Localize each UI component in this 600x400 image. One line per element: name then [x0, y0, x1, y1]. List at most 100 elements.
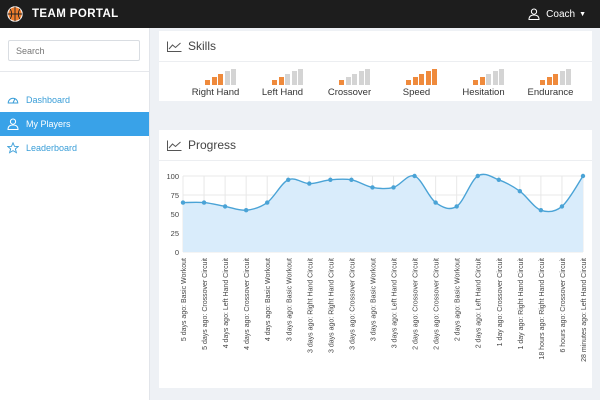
skill-level-bars [473, 69, 504, 85]
brand[interactable]: TEAM PORTAL [7, 6, 119, 22]
skills-title: Skills [188, 39, 217, 53]
sidebar-item-dashboard[interactable]: Dashboard [0, 88, 149, 112]
skill-left-hand: Left Hand [249, 69, 316, 98]
x-tick-label: 6 hours ago: Crossover Circuit [560, 258, 567, 353]
star-icon [7, 142, 19, 154]
search-input[interactable] [8, 40, 140, 61]
data-point [265, 200, 270, 205]
skill-bar-empty [499, 69, 504, 85]
data-point [580, 173, 586, 179]
skill-hesitation: Hesitation [450, 69, 517, 98]
y-tick-label: 25 [171, 229, 179, 238]
skill-bar-empty [492, 71, 498, 85]
data-point [328, 177, 333, 182]
skill-bar-empty [285, 74, 290, 85]
skill-bar-filled [479, 77, 485, 85]
sidebar-item-my-players[interactable]: My Players [0, 112, 149, 136]
skill-bar-empty [365, 69, 370, 85]
user-menu[interactable]: Coach ▼ [528, 0, 586, 28]
x-tick-label: 4 days ago: Basic Workout [265, 258, 272, 341]
progress-chart: 0 25 50 75 100 5 days ago: Basic Workout 5 day… [166, 172, 588, 362]
data-point [243, 208, 249, 213]
data-point [222, 204, 228, 209]
skill-bar-filled [412, 77, 418, 85]
skills-panel: Skills Right Hand Left Hand Crossover Sp… [159, 31, 592, 101]
x-tick-label: 4 days ago: Left Hand Circuit [223, 258, 230, 348]
skill-label: Left Hand [261, 87, 304, 98]
user-icon [7, 118, 19, 130]
x-tick-label: 3 days ago: Left Hand Circuit [392, 258, 399, 348]
user-icon [528, 8, 540, 20]
skill-level-bars [540, 69, 571, 85]
y-tick-label: 100 [166, 172, 179, 181]
skill-level-bars [339, 69, 370, 85]
x-tick-label: 3 days ago: Basic Workout [286, 258, 293, 341]
skill-bar-filled [211, 77, 217, 85]
x-tick-label: 5 days ago: Crossover Circuit [202, 258, 209, 350]
skill-bar-empty [486, 74, 491, 85]
skill-level-bars [406, 69, 437, 85]
sidebar: Dashboard My Players Leaderboard [0, 28, 150, 400]
skill-bar-filled [205, 80, 210, 85]
y-tick-label: 0 [175, 248, 179, 257]
skill-bar-filled [278, 77, 284, 85]
top-navbar: TEAM PORTAL Coach ▼ [0, 0, 600, 28]
skill-bar-filled [272, 80, 277, 85]
data-point [475, 173, 480, 179]
x-tick-label: 4 days ago: Crossover Circuit [244, 258, 251, 350]
skill-label: Right Hand [191, 87, 240, 98]
sidebar-item-leaderboard[interactable]: Leaderboard [0, 136, 149, 160]
caret-down-icon: ▼ [579, 10, 586, 18]
skill-bar-filled [540, 80, 545, 85]
skills-header: Skills [159, 31, 592, 62]
skill-bar-filled [432, 69, 437, 85]
skill-right-hand: Right Hand [182, 69, 249, 98]
skill-bar-empty [291, 71, 297, 85]
data-point [307, 181, 312, 186]
skill-crossover: Crossover [316, 69, 383, 98]
line-chart-icon [167, 140, 182, 151]
x-tick-label: 3 days ago: Right Hand Circuit [328, 258, 335, 353]
progress-header: Progress [159, 130, 592, 161]
x-tick-label: 1 day ago: Crossover Circuit [497, 258, 504, 346]
x-tick-label: 2 days ago: Left Hand Circuit [476, 258, 483, 348]
skill-level-bars [205, 69, 236, 85]
sidebar-nav: Dashboard My Players Leaderboard [0, 88, 149, 160]
skill-level-bars [272, 69, 303, 85]
sidebar-divider [0, 71, 149, 72]
x-tick-label: 18 hours ago: Right Hand Circuit [539, 258, 546, 360]
progress-panel: Progress 0 25 50 75 100 5 days ago: Basic Wor… [159, 130, 592, 388]
dashboard-icon [7, 97, 19, 104]
data-point [412, 173, 417, 179]
skill-bar-filled [218, 74, 223, 85]
skill-bar-filled [546, 77, 552, 85]
data-point [538, 208, 544, 213]
skill-label: Hesitation [462, 87, 505, 98]
x-tick-label: 2 days ago: Basic Workout [455, 258, 462, 341]
skill-bar-filled [425, 71, 431, 85]
skill-bar-filled [419, 74, 424, 85]
skill-bar-filled [339, 80, 344, 85]
x-tick-label: 1 day ago: Right Hand Circuit [518, 258, 525, 349]
skill-label: Endurance [527, 87, 574, 98]
data-point [391, 185, 396, 190]
skill-bar-empty [352, 74, 357, 85]
skill-bar-empty [224, 71, 230, 85]
data-point [496, 177, 501, 182]
data-point [286, 177, 291, 182]
x-tick-label: 2 days ago: Crossover Circuit [413, 258, 420, 350]
skill-bar-empty [298, 69, 303, 85]
progress-title: Progress [188, 138, 237, 152]
skill-bar-empty [231, 69, 236, 85]
x-tick-label: 3 days ago: Basic Workout [370, 258, 377, 341]
x-tick-label: 3 days ago: Crossover Circuit [349, 258, 356, 350]
skill-bar-filled [553, 74, 558, 85]
x-tick-label: 3 days ago: Right Hand Circuit [307, 258, 314, 353]
data-point [180, 200, 186, 205]
skill-bar-empty [345, 77, 351, 85]
data-point [454, 204, 459, 209]
series-area [183, 174, 583, 252]
skill-bar-empty [358, 71, 364, 85]
skills-list: Right Hand Left Hand Crossover Speed Hes… [159, 62, 592, 98]
data-point [370, 185, 375, 190]
